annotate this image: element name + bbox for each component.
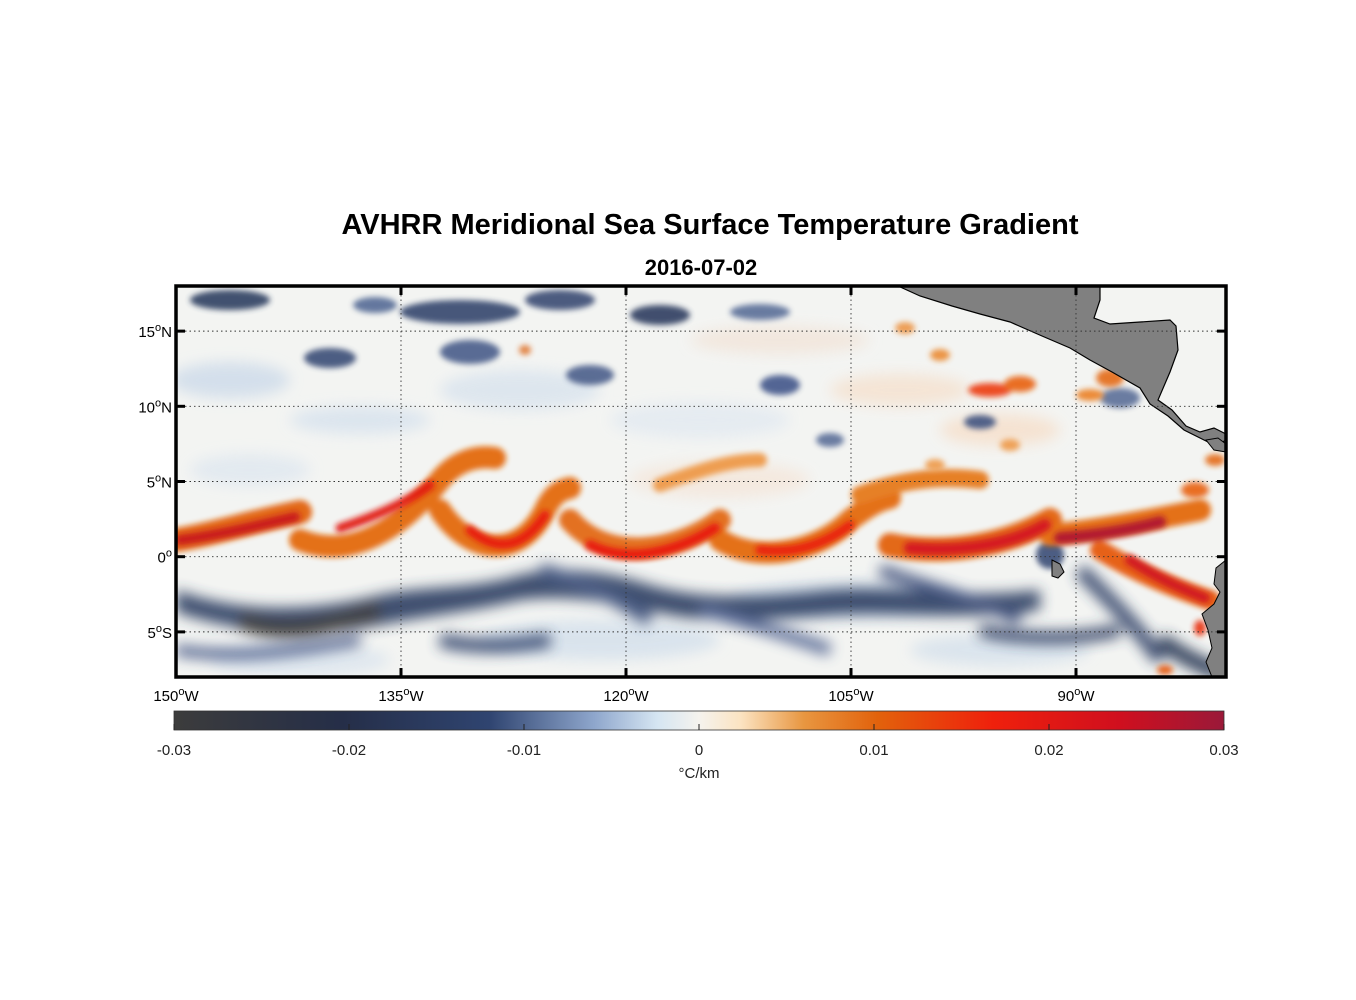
gulf-island [1205,437,1226,453]
y-tick-label: 0o [158,548,172,567]
chart-subtitle: 2016-07-02 [645,255,758,280]
positive-gradient-patches [519,322,1225,675]
colorbar-tick-label: 0 [695,742,703,759]
axis-ticks: 150oW 135oW 120oW 105oW 90oW 15oN 10oN 5oN 0o 5oS [138,286,1226,705]
colorbar-unit-label: °C/km [679,765,720,782]
map-panel [176,286,1226,677]
y-tick-label: 15oN [138,322,172,341]
colorbar-tick-label: 0.01 [859,742,888,759]
y-tick-label: 5oN [147,473,172,492]
colorbar: -0.03 -0.02 -0.01 0 0.01 0.02 0.03 °C/km [157,710,1239,782]
x-tick-label: 105oW [828,686,874,705]
chart-title: AVHRR Meridional Sea Surface Temperature… [341,209,1078,241]
y-tick-label: 5oS [148,623,172,642]
x-tick-label: 90oW [1058,686,1096,705]
colorbar-tick-label: 0.02 [1034,742,1063,759]
x-tick-label: 150oW [153,686,199,705]
land-mass [897,286,1226,677]
colorbar-tick-label: 0.03 [1209,742,1238,759]
galapagos-island [1051,559,1065,579]
colorbar-tick-label: -0.03 [157,742,191,759]
x-tick-label: 120oW [603,686,649,705]
colorbar-tick-label: -0.01 [507,742,541,759]
y-tick-label: 10oN [138,397,172,416]
colorbar-ticks: -0.03 -0.02 -0.01 0 0.01 0.02 0.03 [157,724,1239,759]
cold-tongue-negative-band [176,563,1223,677]
tiw-front-core [176,480,1210,603]
south-america-land [1201,559,1226,677]
negative-gradient-north [190,290,1140,569]
x-tick-label: 135oW [378,686,424,705]
colorbar-tick-label: -0.02 [332,742,366,759]
central-america-land [897,286,1226,447]
